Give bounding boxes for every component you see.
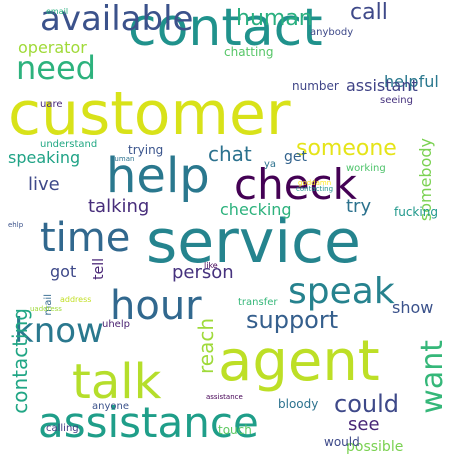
word-helpful: helpful	[384, 72, 439, 91]
word-could: could	[334, 390, 399, 418]
word-try: try	[346, 196, 372, 217]
word-chat: chat	[208, 142, 252, 166]
word-seeing: seeing	[380, 95, 413, 106]
word-calling: calling	[46, 423, 79, 434]
word-human: human	[236, 6, 313, 31]
word-operator: operator	[18, 38, 87, 57]
word-agent: agent	[218, 329, 380, 394]
word-talking: talking	[88, 196, 150, 217]
word-hour: hour	[110, 283, 202, 329]
word-live: live	[28, 174, 60, 195]
word-check: check	[234, 160, 357, 209]
word-would: would	[324, 435, 360, 449]
word-checking: checking	[220, 200, 292, 219]
word-show: show	[392, 298, 434, 317]
word-uhelp: uhelp	[102, 319, 130, 330]
word-person: person	[172, 262, 234, 283]
word-bloody: bloody	[278, 397, 319, 411]
word-chatting: chatting	[224, 45, 274, 59]
word-get: get	[284, 149, 307, 165]
word-trying: trying	[128, 143, 164, 157]
word-assistance: assistance	[38, 398, 259, 447]
word-working: working	[346, 163, 386, 174]
word-touch: touch	[218, 423, 252, 437]
word-speak: speak	[288, 271, 395, 312]
word-service: service	[146, 207, 361, 277]
word-uare: uare	[40, 99, 63, 110]
word-contacting-small: contacting	[296, 185, 334, 193]
word-fucking: fucking	[394, 205, 438, 219]
word-contact: contact	[128, 0, 323, 58]
word-anyone: anyone	[92, 401, 129, 412]
word-support: support	[246, 306, 339, 334]
word-customer: customer	[8, 79, 291, 149]
word-tell: tell	[91, 258, 107, 280]
word-help: help	[106, 148, 210, 204]
word-available: available	[40, 0, 194, 39]
word-know: know	[14, 311, 104, 351]
word-transfer: transfer	[238, 297, 278, 308]
word-address: address	[60, 295, 92, 304]
word-assistance-small: assistance	[206, 393, 243, 401]
word-ya: ya	[264, 159, 277, 170]
word-ehlp: ehlp	[8, 221, 24, 229]
word-talk: talk	[72, 354, 162, 410]
word-possible: possible	[346, 439, 404, 455]
word-like: like	[204, 261, 218, 270]
word-contacting: contacting	[8, 308, 32, 414]
word-want: want	[415, 340, 450, 414]
word-reach: reach	[194, 318, 218, 375]
word-need: need	[16, 49, 96, 87]
word-uaddress: uaddress	[30, 305, 62, 313]
word-goddamn: goddamn	[298, 179, 332, 187]
word-see: see	[348, 414, 380, 435]
word-call: call	[350, 0, 388, 25]
word-understand: understand	[40, 139, 98, 150]
word-email: email	[46, 7, 69, 16]
word-speaking: speaking	[8, 148, 81, 167]
word-assistant: assistant	[346, 76, 418, 95]
word-time: time	[40, 215, 131, 261]
word-someone: someone	[296, 136, 397, 161]
word-got: got	[50, 262, 77, 281]
word-human-small: human	[110, 155, 135, 163]
word-anybody: anybody	[310, 27, 354, 38]
word-number: number	[292, 79, 339, 93]
